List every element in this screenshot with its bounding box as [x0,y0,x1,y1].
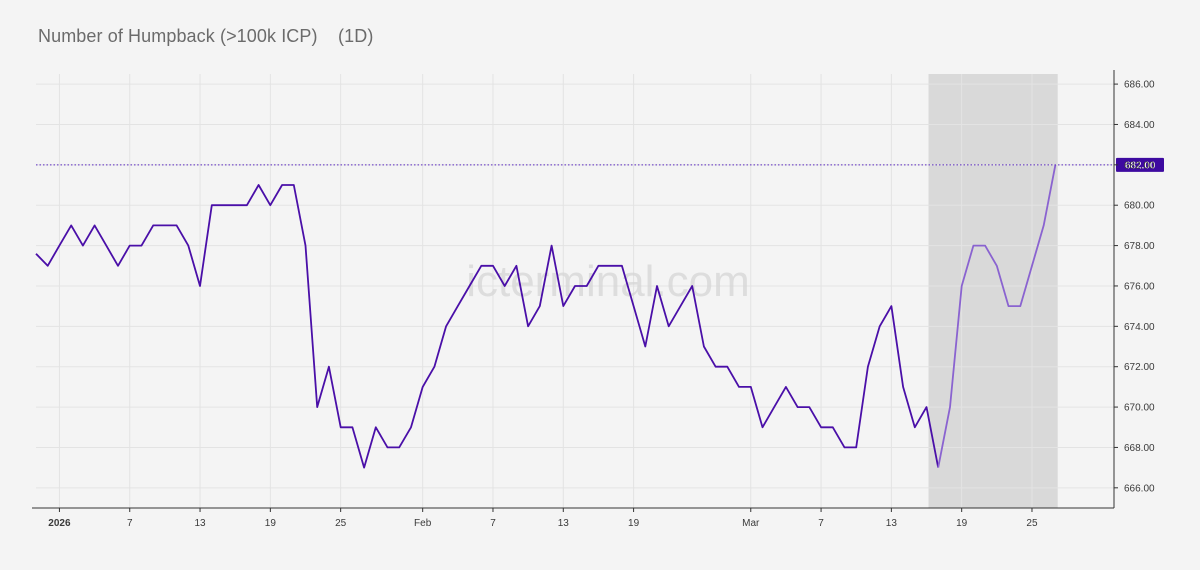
x-tick-label: 13 [886,518,898,529]
current-value-label: 682.00 [1125,160,1156,171]
y-tick-label: 674.00 [1124,322,1155,333]
y-tick-label: 672.00 [1124,362,1155,373]
x-tick-label: 19 [628,518,640,529]
chart-title: Number of Humpback (>100k ICP) (1D) [38,26,373,47]
series-line-0 [35,184,940,469]
y-tick-label: 676.00 [1124,281,1155,292]
y-tick-label: 678.00 [1124,241,1155,252]
x-tick-label: 7 [127,518,133,529]
highlight-region [928,74,1058,508]
current-value-badge [1116,157,1164,172]
series-line-1 [937,164,1057,468]
reference-layer: 682.00 [36,157,1164,172]
series-layer [35,164,1057,469]
chart-interval: (1D) [338,26,374,46]
y-tick-label: 684.00 [1124,120,1155,131]
watermark: icterminal.com [466,257,750,306]
x-tick-label: 7 [818,518,824,529]
x-tick-label: 13 [194,518,206,529]
x-tick-label: Feb [414,518,432,529]
highlight-layer [928,74,1058,508]
y-tick-label: 670.00 [1124,403,1155,414]
x-tick-label: 19 [265,518,277,529]
x-tick-label: 2026 [48,518,71,529]
x-tick-label: 19 [956,518,968,529]
y-tick-label: 666.00 [1124,483,1155,494]
y-tick-label: 682.00 [1124,160,1155,171]
axes: 666.00 668.00 670.00 672.00 674.00 676.00 678.… [32,70,1155,529]
y-tick-label: 668.00 [1124,443,1155,454]
y-tick-label: 686.00 [1124,80,1155,91]
x-tick-label: 25 [335,518,347,529]
x-tick-label: Mar [742,518,760,529]
y-tick-label: 680.00 [1124,201,1155,212]
chart-title-text: Number of Humpback (>100k ICP) [38,26,318,46]
grid [36,74,1114,508]
x-tick-label: 25 [1026,518,1038,529]
x-tick-label: 7 [490,518,496,529]
x-tick-label: 13 [558,518,570,529]
